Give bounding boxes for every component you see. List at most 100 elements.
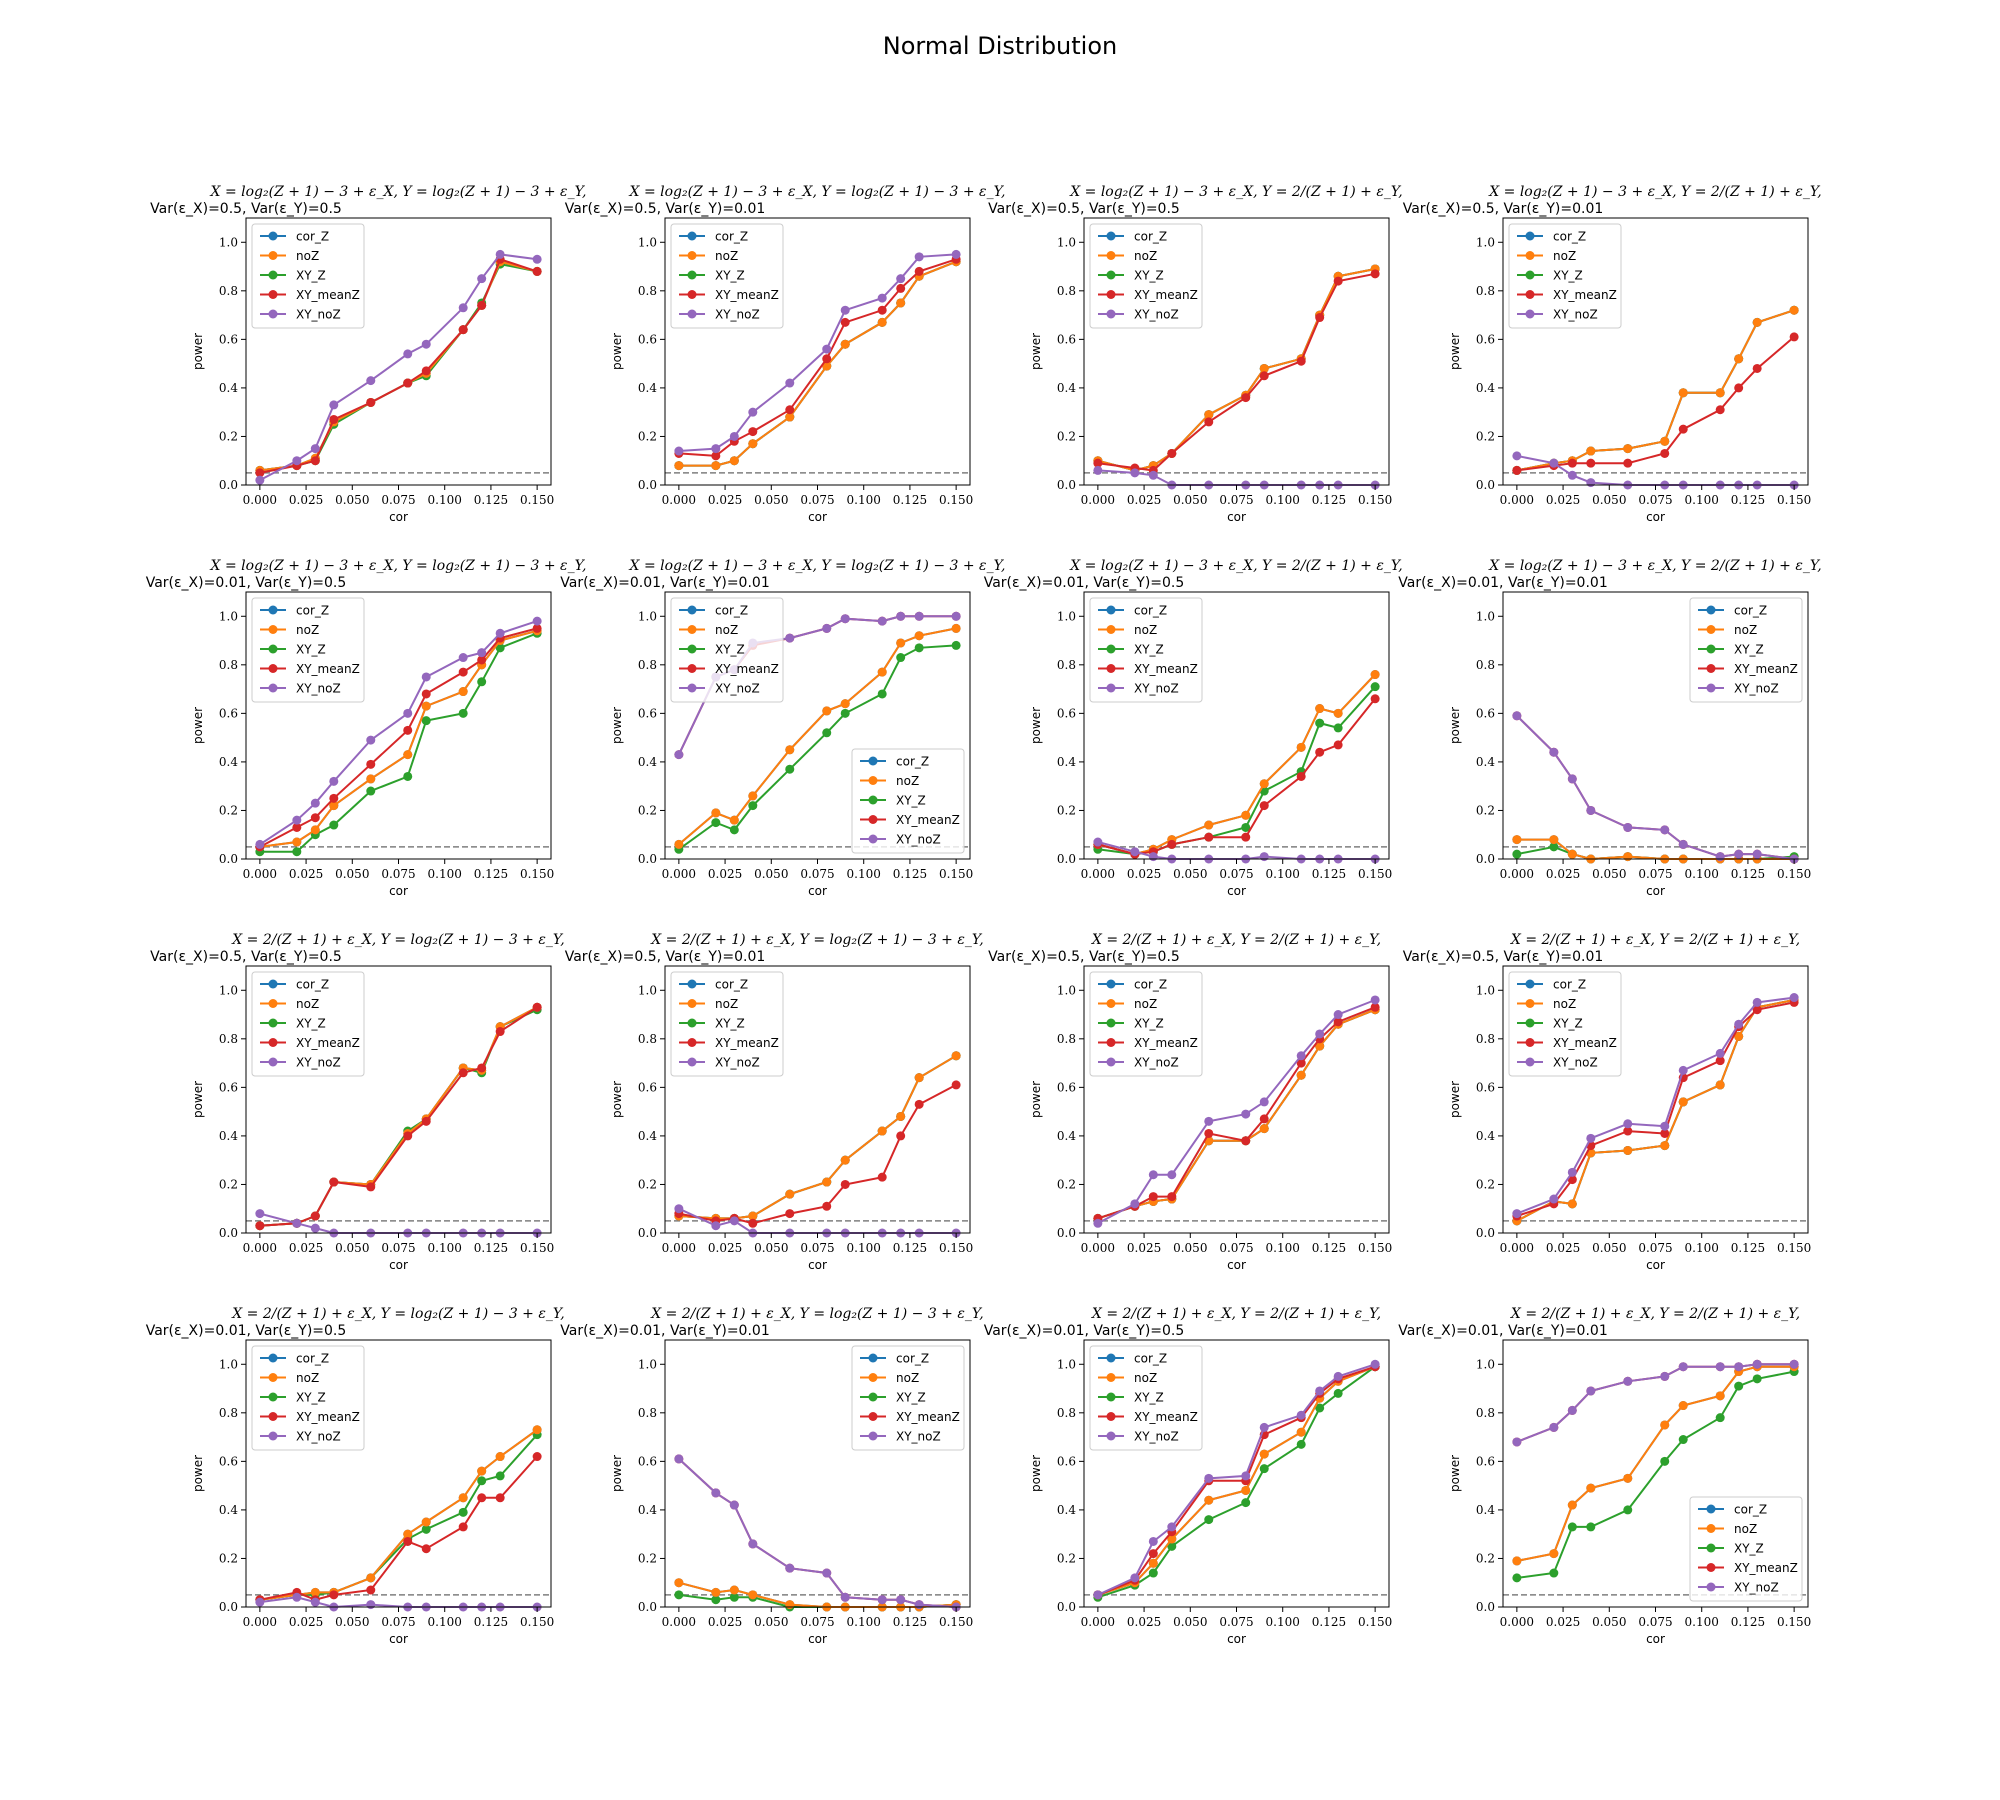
data-point [822, 1568, 832, 1578]
y-tick-label: 0.2 [1476, 803, 1495, 817]
data-point [822, 344, 832, 354]
y-tick-label: 0.2 [1476, 1551, 1495, 1565]
data-point [310, 798, 320, 808]
legend-box [1089, 1345, 1203, 1451]
y-tick-label: 0.0 [1476, 1600, 1495, 1614]
data-point [822, 1177, 832, 1187]
data-point [255, 1597, 265, 1607]
figure-title: Normal Distribution [883, 32, 1117, 60]
y-tick-label: 0.0 [638, 478, 657, 492]
x-tick-label: 0.100 [847, 867, 881, 881]
data-point [914, 643, 924, 653]
data-point [729, 431, 739, 441]
data-point [1715, 1362, 1725, 1372]
data-point [1623, 1145, 1633, 1155]
x-tick-label: 0.025 [708, 867, 742, 881]
x-tick-label: 0.000 [243, 1241, 277, 1255]
x-tick-label: 0.075 [381, 1615, 415, 1629]
data-point [1370, 682, 1380, 692]
data-point [1370, 1359, 1380, 1369]
legend-marker [268, 999, 278, 1008]
data-point [310, 1211, 320, 1221]
x-tick-label: 0.150 [1358, 493, 1392, 507]
legend-box [1508, 971, 1622, 1077]
legend: cor_Z noZ XY_Z XY_meanZ XY_noZ [1089, 597, 1203, 703]
series-xy-noz [255, 616, 542, 849]
data-point [729, 1500, 739, 1510]
panel-title: X = log₂(Z + 1) − 3 + ε_X, Y = 2/(Z + 1)… [1488, 558, 1822, 574]
data-point [458, 653, 468, 663]
data-point [877, 667, 887, 677]
x-tick-label: 0.075 [1219, 867, 1253, 881]
data-point [1370, 269, 1380, 279]
data-point [1204, 820, 1214, 830]
panel-9: X = 2/(Z + 1) + ε_X, Y = log₂(Z + 1) − 3… [150, 932, 565, 1272]
data-point [1586, 1483, 1596, 1493]
x-tick-label: 0.125 [1312, 493, 1346, 507]
legend-marker [1106, 1431, 1116, 1441]
data-point [1130, 1199, 1140, 1209]
panel-subtitle: Var(ε_X)=0.01, Var(ε_Y)=0.5 [984, 575, 1185, 591]
x-tick-label: 0.050 [1592, 1615, 1626, 1629]
y-tick-label: 1.0 [1057, 235, 1076, 249]
data-point [748, 427, 758, 437]
data-point [421, 689, 431, 699]
x-tick-label: 0.025 [289, 867, 323, 881]
data-point [310, 1223, 320, 1233]
data-point [458, 1068, 468, 1078]
series-xy-meanz [1093, 269, 1380, 475]
panel-subtitle: Var(ε_X)=0.01, Var(ε_Y)=0.01 [1398, 575, 1607, 591]
legend: cor_Z noZ XY_Z XY_meanZ XY_noZ [1508, 971, 1622, 1077]
legend-box [851, 748, 965, 854]
legend-marker [1106, 1373, 1116, 1382]
data-point [1315, 1029, 1325, 1039]
series-line [1516, 336, 1795, 472]
legend-label: XY_noZ [715, 682, 760, 696]
legend: cor_Z noZ XY_Z XY_meanZ XY_noZ [1089, 223, 1203, 329]
data-point [711, 1587, 721, 1597]
data-point [458, 1507, 468, 1517]
data-point [711, 1488, 721, 1498]
y-tick-label: 0.0 [219, 1226, 238, 1240]
legend-label: XY_meanZ [896, 813, 960, 827]
legend-marker [1706, 664, 1716, 673]
data-point [458, 325, 468, 335]
data-point [1259, 801, 1269, 811]
x-tick-label: 0.025 [1546, 1615, 1580, 1629]
x-tick-label: 0.025 [708, 493, 742, 507]
x-tick-label: 0.150 [520, 1615, 554, 1629]
x-tick-label: 0.025 [289, 493, 323, 507]
series-line [678, 1054, 957, 1220]
legend-label: cor_Z [296, 604, 329, 618]
x-tick-label: 0.125 [1731, 867, 1765, 881]
x-axis-label: cor [1227, 884, 1246, 898]
legend-marker [1525, 999, 1535, 1008]
legend-marker [268, 1038, 278, 1047]
data-point [366, 1600, 376, 1610]
data-point [1715, 388, 1725, 398]
y-tick-label: 0.0 [1057, 1226, 1076, 1240]
data-point [1734, 1031, 1744, 1041]
data-point [532, 623, 542, 633]
series-xy-meanz [1512, 332, 1799, 475]
x-axis-label: cor [1227, 1258, 1246, 1272]
data-point [1789, 332, 1799, 342]
data-point [914, 266, 924, 276]
data-point [785, 745, 795, 755]
data-point [877, 317, 887, 327]
legend-label: cor_Z [1134, 230, 1167, 244]
legend-marker [1106, 1392, 1116, 1402]
y-tick-label: 0.2 [1057, 429, 1076, 443]
x-tick-label: 0.025 [708, 1241, 742, 1255]
data-point [1752, 317, 1762, 327]
data-point [1586, 458, 1596, 468]
legend-label: cor_Z [715, 230, 748, 244]
data-point [785, 1209, 795, 1219]
data-point [310, 1587, 320, 1597]
legend-label: XY_noZ [296, 308, 341, 322]
data-point [711, 1221, 721, 1231]
data-point [1512, 465, 1522, 475]
legend-marker [1106, 1038, 1116, 1047]
data-point [896, 611, 906, 621]
x-tick-label: 0.150 [1358, 867, 1392, 881]
